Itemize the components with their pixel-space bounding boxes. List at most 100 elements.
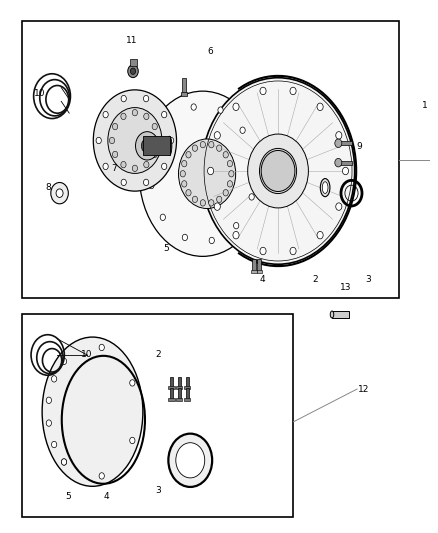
Circle shape: [229, 171, 234, 177]
Bar: [184, 386, 191, 390]
Circle shape: [103, 163, 108, 169]
Circle shape: [214, 132, 220, 139]
Circle shape: [151, 148, 156, 154]
Circle shape: [227, 181, 233, 187]
Circle shape: [121, 95, 126, 102]
Circle shape: [152, 151, 157, 158]
Bar: [184, 398, 191, 401]
Circle shape: [131, 68, 136, 75]
Text: 12: 12: [358, 385, 369, 393]
Ellipse shape: [330, 311, 334, 318]
Text: 5: 5: [163, 244, 170, 253]
Circle shape: [108, 108, 162, 173]
Circle shape: [209, 237, 214, 244]
Text: 9: 9: [356, 142, 362, 150]
Circle shape: [217, 196, 222, 203]
Circle shape: [233, 231, 239, 239]
Circle shape: [155, 138, 160, 144]
Text: 6: 6: [207, 47, 213, 56]
Circle shape: [51, 182, 68, 204]
Circle shape: [335, 139, 342, 148]
Bar: [251, 270, 257, 273]
Circle shape: [208, 141, 214, 148]
Circle shape: [182, 181, 187, 187]
Circle shape: [192, 145, 198, 151]
Circle shape: [201, 78, 355, 264]
Circle shape: [200, 200, 205, 206]
Bar: [22, 314, 293, 517]
Circle shape: [152, 123, 157, 130]
Bar: [182, 78, 186, 93]
Bar: [170, 389, 173, 400]
Bar: [169, 398, 175, 401]
Circle shape: [56, 189, 63, 197]
Circle shape: [208, 167, 214, 175]
Circle shape: [121, 161, 126, 168]
Circle shape: [336, 203, 342, 211]
Text: 10: 10: [34, 89, 45, 98]
Bar: [186, 377, 189, 389]
Bar: [178, 389, 181, 400]
Circle shape: [223, 190, 228, 196]
Text: 10: 10: [81, 351, 93, 359]
Circle shape: [248, 134, 308, 208]
Bar: [170, 377, 173, 389]
Text: 1: 1: [422, 101, 428, 110]
Circle shape: [52, 441, 57, 448]
Circle shape: [179, 139, 236, 208]
Bar: [130, 60, 137, 66]
Circle shape: [169, 138, 174, 144]
Circle shape: [128, 65, 138, 78]
Bar: [22, 21, 399, 298]
Circle shape: [132, 109, 138, 116]
Circle shape: [290, 87, 296, 95]
Circle shape: [290, 247, 296, 255]
Circle shape: [191, 104, 196, 110]
Bar: [338, 160, 352, 165]
Circle shape: [317, 231, 323, 239]
Circle shape: [260, 87, 266, 95]
Bar: [252, 259, 256, 271]
Circle shape: [217, 145, 222, 151]
Circle shape: [121, 179, 126, 185]
Text: 4: 4: [103, 492, 109, 501]
Circle shape: [130, 437, 135, 443]
Circle shape: [186, 190, 191, 196]
Text: 2: 2: [313, 274, 318, 284]
Circle shape: [227, 160, 233, 167]
Circle shape: [335, 158, 342, 167]
Bar: [177, 398, 183, 401]
Ellipse shape: [320, 179, 330, 197]
Circle shape: [233, 103, 239, 110]
Bar: [258, 259, 261, 271]
Bar: [143, 136, 170, 156]
Bar: [338, 141, 352, 146]
Circle shape: [208, 200, 214, 206]
Text: 4: 4: [260, 274, 265, 284]
Circle shape: [110, 138, 115, 144]
Circle shape: [251, 159, 257, 165]
Circle shape: [166, 119, 172, 125]
Circle shape: [260, 247, 266, 255]
Bar: [181, 92, 187, 96]
Text: 3: 3: [155, 486, 161, 495]
Bar: [169, 386, 175, 390]
Circle shape: [218, 107, 223, 114]
Circle shape: [192, 196, 198, 203]
Circle shape: [46, 397, 52, 403]
Circle shape: [261, 150, 295, 191]
Ellipse shape: [42, 337, 143, 486]
Circle shape: [144, 95, 149, 102]
Circle shape: [182, 160, 187, 167]
Text: 13: 13: [340, 284, 352, 292]
Circle shape: [160, 214, 166, 221]
Circle shape: [61, 459, 67, 465]
Circle shape: [99, 344, 104, 351]
Circle shape: [200, 141, 205, 148]
Circle shape: [249, 193, 254, 200]
Bar: [114, 166, 118, 178]
Circle shape: [135, 132, 159, 160]
Circle shape: [144, 179, 149, 185]
Circle shape: [46, 420, 52, 426]
Circle shape: [93, 90, 177, 191]
